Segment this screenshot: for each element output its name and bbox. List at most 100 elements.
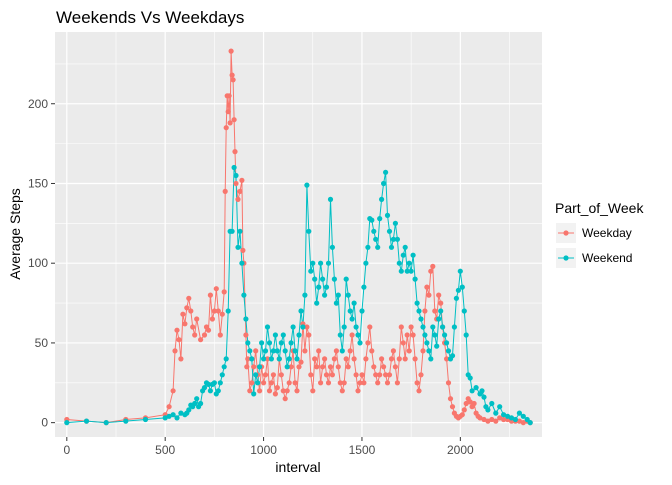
weekday-data-point	[186, 295, 192, 301]
weekday-data-point	[188, 308, 194, 314]
weekday-data-point	[373, 372, 379, 378]
weekend-data-point	[194, 396, 200, 402]
weekday-data-point	[217, 332, 223, 338]
weekend-data-point	[457, 268, 463, 274]
weekend-data-point	[192, 400, 198, 407]
weekday-data-point	[172, 348, 178, 354]
weekday-data-point	[398, 324, 404, 330]
weekday-data-point	[428, 268, 434, 274]
legend-point-weekday	[563, 230, 569, 236]
weekend-data-point	[251, 391, 257, 397]
weekend-data-point	[325, 260, 332, 266]
weekday-data-point	[176, 337, 182, 343]
weekend-data-point	[451, 324, 457, 330]
weekend-data-point	[294, 356, 300, 362]
weekend-data-point	[467, 375, 473, 381]
weekday-data-point	[272, 391, 278, 397]
weekday-data-point	[225, 109, 231, 115]
weekend-data-point	[463, 332, 469, 338]
weekend-data-point	[373, 236, 379, 242]
weekday-data-point	[249, 380, 255, 386]
weekday-data-point	[339, 388, 345, 394]
weekend-data-point	[306, 228, 312, 234]
weekend-data-point	[83, 418, 90, 424]
weekend-data-point	[351, 300, 357, 306]
weekend-data-point	[508, 415, 515, 421]
weekend-data-point	[426, 348, 432, 354]
weekend-data-point	[396, 260, 402, 266]
weekend-data-point	[363, 260, 369, 266]
weekend-data-point	[201, 385, 208, 391]
weekday-data-point	[232, 149, 238, 155]
weekday-data-point	[227, 120, 233, 126]
weekend-data-point	[215, 388, 221, 394]
weekday-data-point	[219, 311, 225, 317]
weekday-data-point	[264, 356, 271, 362]
weekend-data-point	[217, 380, 223, 386]
weekday-data-point	[426, 292, 432, 298]
weekend-data-point	[481, 394, 487, 400]
weekday-data-point	[493, 418, 499, 424]
axis-layer: 0 500 1000 1500 2000 0 50 100 150 200	[28, 97, 474, 457]
weekend-data-point	[166, 413, 172, 419]
weekend-data-point	[333, 300, 339, 306]
weekday-data-point	[341, 380, 347, 386]
legend-title: Part_of_Week	[555, 200, 644, 216]
weekend-data-point	[233, 172, 239, 179]
weekend-data-point	[412, 276, 418, 282]
weekend-data-point	[422, 332, 428, 338]
weekend-data-point	[337, 332, 343, 338]
weekday-data-point	[282, 396, 288, 402]
chart-title: Weekends Vs Weekdays	[56, 8, 244, 27]
weekday-data-point	[516, 418, 523, 424]
weekend-data-point	[312, 276, 318, 282]
weekday-data-point	[449, 404, 456, 410]
weekday-data-point	[190, 324, 196, 330]
weekend-data-point	[225, 308, 231, 314]
x-tick-label: 2000	[447, 443, 474, 457]
weekday-data-point	[333, 348, 339, 354]
weekday-data-point	[288, 364, 294, 370]
weekend-data-point	[347, 308, 353, 314]
series-layer	[64, 48, 533, 426]
weekday-data-point	[355, 388, 361, 394]
weekend-data-point	[371, 228, 377, 234]
weekday-data-point	[209, 316, 215, 322]
weekday-data-point	[363, 356, 369, 362]
weekend-data-point	[418, 316, 424, 322]
weekend-data-point	[381, 180, 387, 187]
weekend-data-point	[270, 348, 276, 354]
weekday-data-point	[325, 380, 332, 386]
weekday-data-point	[447, 396, 454, 402]
weekend-data-point	[308, 268, 314, 274]
weekday-data-point	[471, 400, 477, 407]
weekday-data-point	[304, 324, 310, 330]
weekday-data-point	[243, 332, 249, 338]
weekend-data-point	[174, 415, 180, 421]
weekday-data-point	[294, 388, 300, 394]
weekend-data-point	[323, 284, 330, 290]
weekday-data-point	[245, 356, 251, 362]
weekday-data-point	[230, 77, 236, 83]
weekday-data-point	[444, 356, 450, 362]
weekday-data-point	[347, 348, 353, 354]
weekend-data-point	[375, 244, 381, 250]
weekend-data-point	[331, 276, 337, 282]
weekend-data-point	[501, 412, 507, 418]
weekend-data-point	[259, 340, 265, 346]
weekend-data-point	[266, 340, 273, 346]
weekday-data-point	[345, 364, 351, 370]
weekday-data-point	[207, 292, 213, 298]
weekday-data-point	[367, 324, 373, 330]
weekend-data-point	[444, 340, 450, 346]
weekday-data-point	[375, 380, 381, 386]
weekend-data-point	[262, 348, 269, 354]
weekend-data-point	[272, 332, 278, 338]
weekday-data-point	[430, 263, 436, 269]
weekday-data-point	[384, 380, 391, 386]
weekend-data-point	[237, 228, 243, 234]
weekend-data-point	[255, 380, 261, 386]
weekday-data-point	[485, 418, 491, 424]
weekend-data-point	[123, 418, 129, 424]
weekend-data-point	[386, 228, 393, 234]
